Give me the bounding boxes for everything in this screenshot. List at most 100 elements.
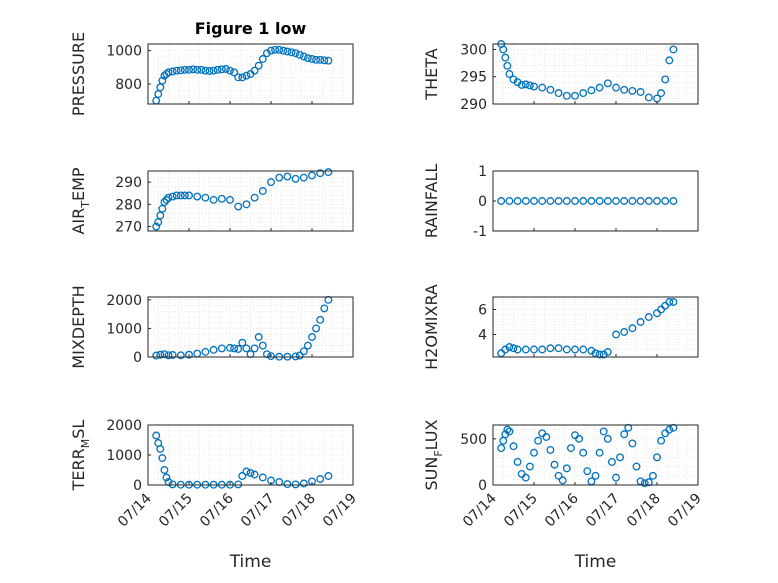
y-axis-label: THETA	[422, 48, 441, 100]
y-tick-label: 6	[478, 303, 487, 319]
y-tick-label: 1000	[106, 321, 142, 337]
data-point	[509, 442, 518, 451]
data-point	[530, 448, 538, 457]
data-point	[503, 425, 512, 434]
data-point	[209, 66, 218, 75]
data-point	[595, 83, 604, 92]
data-point	[538, 197, 547, 205]
data-point	[620, 197, 629, 205]
data-point	[669, 197, 678, 205]
grid	[147, 171, 354, 232]
grid	[492, 43, 699, 105]
data-point	[661, 75, 670, 84]
data-point	[640, 479, 649, 488]
grid	[492, 425, 699, 486]
series-markers	[497, 197, 678, 205]
data-point	[295, 351, 304, 360]
subplot-1: 800 1000 PRESSURE Figure 1 low	[69, 19, 354, 116]
y-axis-label: PRESSURE	[69, 32, 88, 116]
data-point	[176, 191, 185, 200]
data-point	[242, 467, 251, 476]
data-point	[595, 197, 604, 205]
data-point	[517, 80, 526, 89]
data-point	[612, 197, 620, 205]
data-point	[669, 423, 678, 432]
data-point	[283, 47, 292, 56]
data-point	[316, 55, 325, 64]
data-point	[505, 70, 514, 78]
y-tick-label: 270	[115, 220, 142, 236]
data-point	[162, 473, 171, 482]
data-point	[205, 67, 214, 75]
data-point	[324, 168, 333, 177]
data-point	[501, 53, 510, 62]
data-point	[250, 344, 259, 353]
data-point	[636, 88, 645, 96]
data-point	[546, 197, 555, 205]
data-point	[267, 178, 275, 187]
data-point	[546, 85, 555, 94]
y-tick-label: -1	[473, 224, 487, 240]
series-markers	[152, 168, 333, 231]
data-point	[583, 467, 592, 476]
data-point	[521, 80, 530, 89]
series-markers	[497, 423, 678, 488]
data-point	[624, 423, 633, 432]
data-point	[542, 433, 551, 441]
data-point	[312, 55, 321, 64]
data-point	[185, 191, 193, 200]
data-point	[316, 169, 325, 178]
data-point	[267, 46, 275, 55]
x-axis-label: Time	[229, 552, 272, 572]
data-point	[197, 65, 206, 74]
data-point	[164, 68, 173, 77]
data-point	[620, 430, 629, 439]
data-point	[258, 187, 267, 195]
axes-box	[492, 43, 699, 105]
data-point	[303, 341, 312, 350]
data-point	[620, 85, 629, 94]
data-point	[587, 346, 596, 355]
data-point	[271, 45, 280, 54]
y-tick-label: 4	[478, 328, 487, 344]
data-point	[258, 341, 267, 350]
y-tick-label: 1	[478, 164, 487, 180]
data-point	[612, 83, 620, 92]
data-point	[538, 345, 547, 354]
y-tick-label: 295	[460, 70, 487, 86]
data-point	[657, 89, 666, 98]
data-point	[554, 89, 563, 98]
x-tick-label: 07/14	[115, 490, 155, 530]
data-point	[279, 46, 288, 55]
data-point	[320, 304, 329, 313]
data-point	[521, 473, 530, 482]
data-point	[168, 67, 177, 76]
data-point	[636, 318, 645, 326]
data-point	[308, 171, 316, 180]
data-point	[525, 462, 534, 471]
data-point	[242, 71, 251, 80]
subplot-8: 0 500 SUNFLUX 07/14 07/15 07/16 07/17 07/18 07/1…	[422, 419, 705, 572]
data-point	[653, 453, 661, 462]
x-tick-label: 07/17	[238, 491, 278, 531]
data-point	[566, 444, 575, 453]
y-tick-label: 800	[115, 77, 142, 93]
data-point	[160, 198, 169, 207]
data-point	[291, 480, 300, 489]
data-point	[513, 457, 522, 466]
data-point	[571, 91, 579, 100]
y-tick-label: 0	[478, 478, 487, 494]
data-point	[164, 351, 173, 360]
data-point	[530, 82, 538, 91]
data-point	[320, 56, 329, 65]
data-point	[513, 345, 522, 354]
data-point	[324, 56, 333, 65]
data-point	[587, 86, 596, 95]
data-point	[558, 476, 567, 485]
data-point	[505, 427, 514, 436]
data-point	[152, 222, 161, 231]
data-point	[156, 445, 165, 453]
axes-box	[147, 43, 354, 105]
x-tick-label: 07/14	[460, 490, 500, 530]
